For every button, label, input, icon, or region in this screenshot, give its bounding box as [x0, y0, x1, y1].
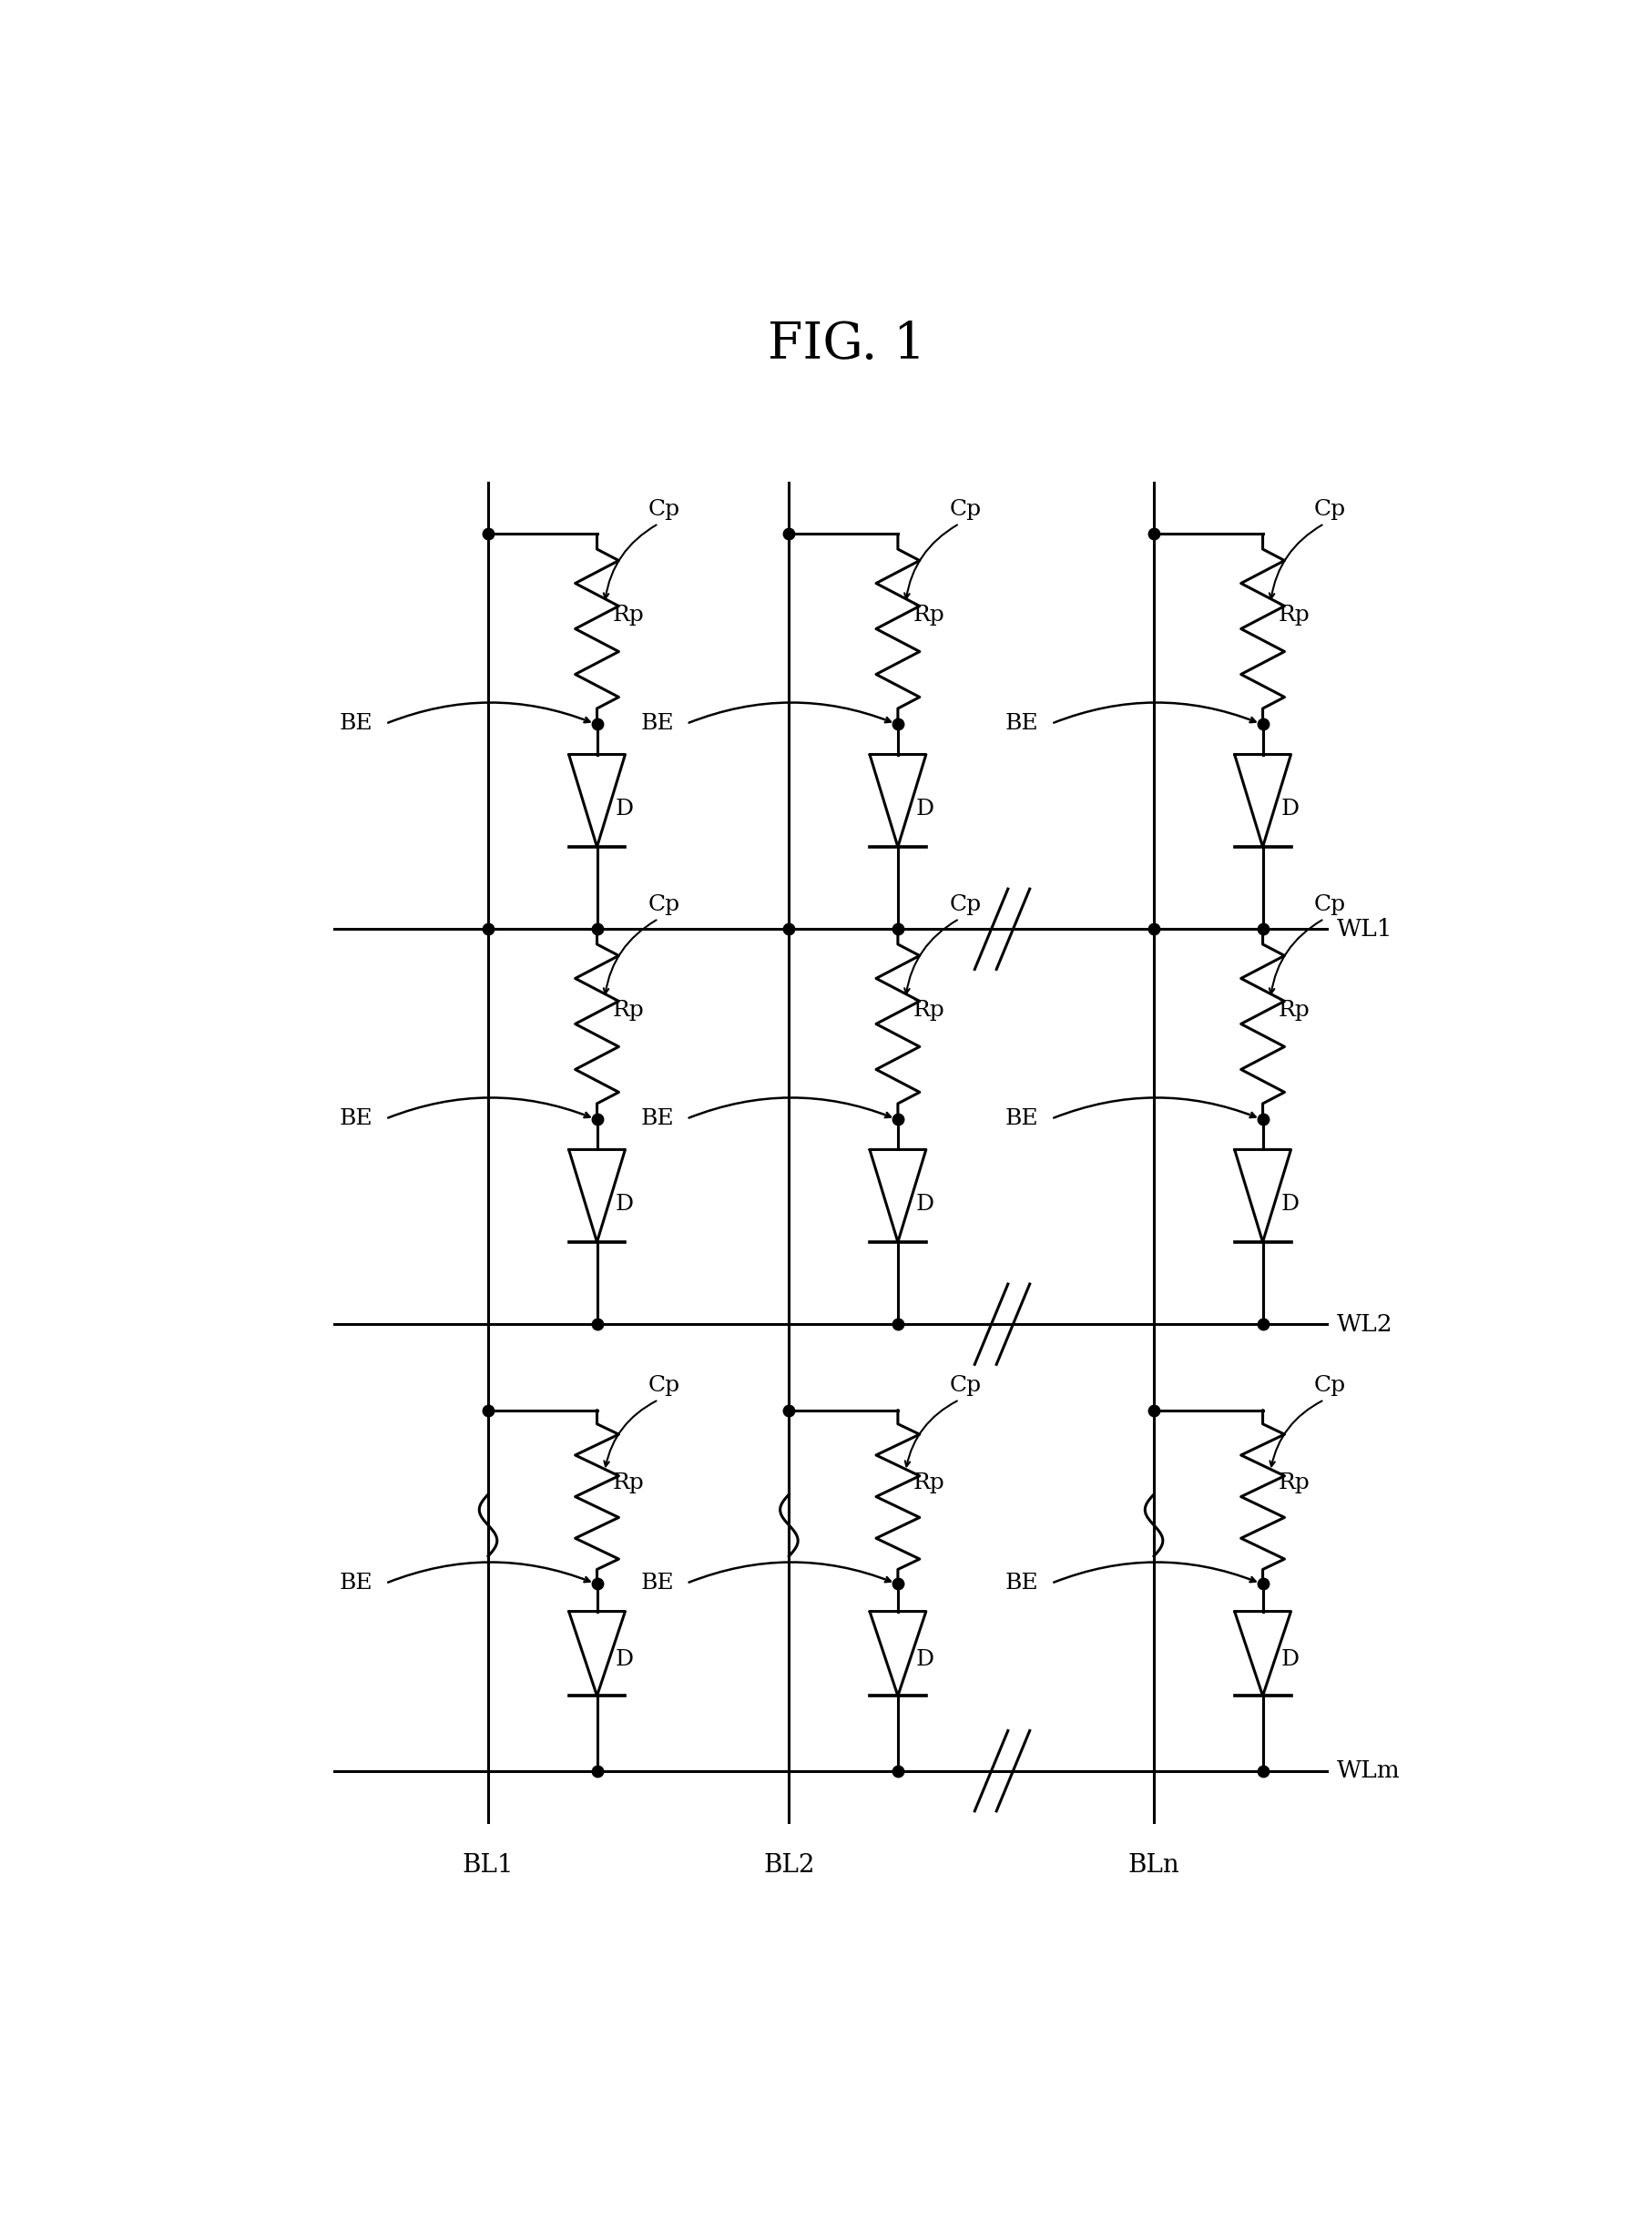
Text: Cp: Cp: [648, 895, 681, 915]
Text: D: D: [1280, 1649, 1298, 1671]
Text: WL1: WL1: [1336, 917, 1393, 941]
Text: BE: BE: [340, 714, 373, 734]
Text: Cp: Cp: [648, 500, 681, 520]
Text: BE: BE: [641, 1109, 674, 1129]
Text: Cp: Cp: [1313, 895, 1346, 915]
Text: Rp: Rp: [914, 605, 945, 625]
Text: D: D: [615, 1194, 633, 1214]
Text: D: D: [915, 1194, 933, 1214]
Text: Rp: Rp: [1279, 605, 1310, 625]
Text: BL2: BL2: [763, 1854, 814, 1879]
Text: WL2: WL2: [1336, 1312, 1393, 1336]
Text: Rp: Rp: [613, 605, 644, 625]
Text: BE: BE: [641, 1573, 674, 1593]
Text: BE: BE: [340, 1109, 373, 1129]
Text: Cp: Cp: [948, 895, 981, 915]
Text: BE: BE: [1006, 1109, 1039, 1129]
Text: Cp: Cp: [948, 1377, 981, 1397]
Text: Rp: Rp: [914, 999, 945, 1020]
Text: BE: BE: [340, 1573, 373, 1593]
Text: WLm: WLm: [1336, 1760, 1401, 1783]
Text: Cp: Cp: [1313, 500, 1346, 520]
Text: Rp: Rp: [1279, 1472, 1310, 1493]
Text: Rp: Rp: [1279, 999, 1310, 1020]
Text: D: D: [1280, 1194, 1298, 1214]
Text: BLn: BLn: [1128, 1854, 1180, 1879]
Text: Rp: Rp: [914, 1472, 945, 1493]
Text: Rp: Rp: [613, 1472, 644, 1493]
Text: FIG. 1: FIG. 1: [768, 319, 925, 370]
Text: D: D: [615, 1649, 633, 1671]
Text: D: D: [915, 799, 933, 819]
Text: BE: BE: [1006, 1573, 1039, 1593]
Text: D: D: [1280, 799, 1298, 819]
Text: BE: BE: [641, 714, 674, 734]
Text: BE: BE: [1006, 714, 1039, 734]
Text: BL1: BL1: [463, 1854, 514, 1879]
Text: D: D: [915, 1649, 933, 1671]
Text: D: D: [615, 799, 633, 819]
Text: Cp: Cp: [948, 500, 981, 520]
Text: Rp: Rp: [613, 999, 644, 1020]
Text: Cp: Cp: [648, 1377, 681, 1397]
Text: Cp: Cp: [1313, 1377, 1346, 1397]
